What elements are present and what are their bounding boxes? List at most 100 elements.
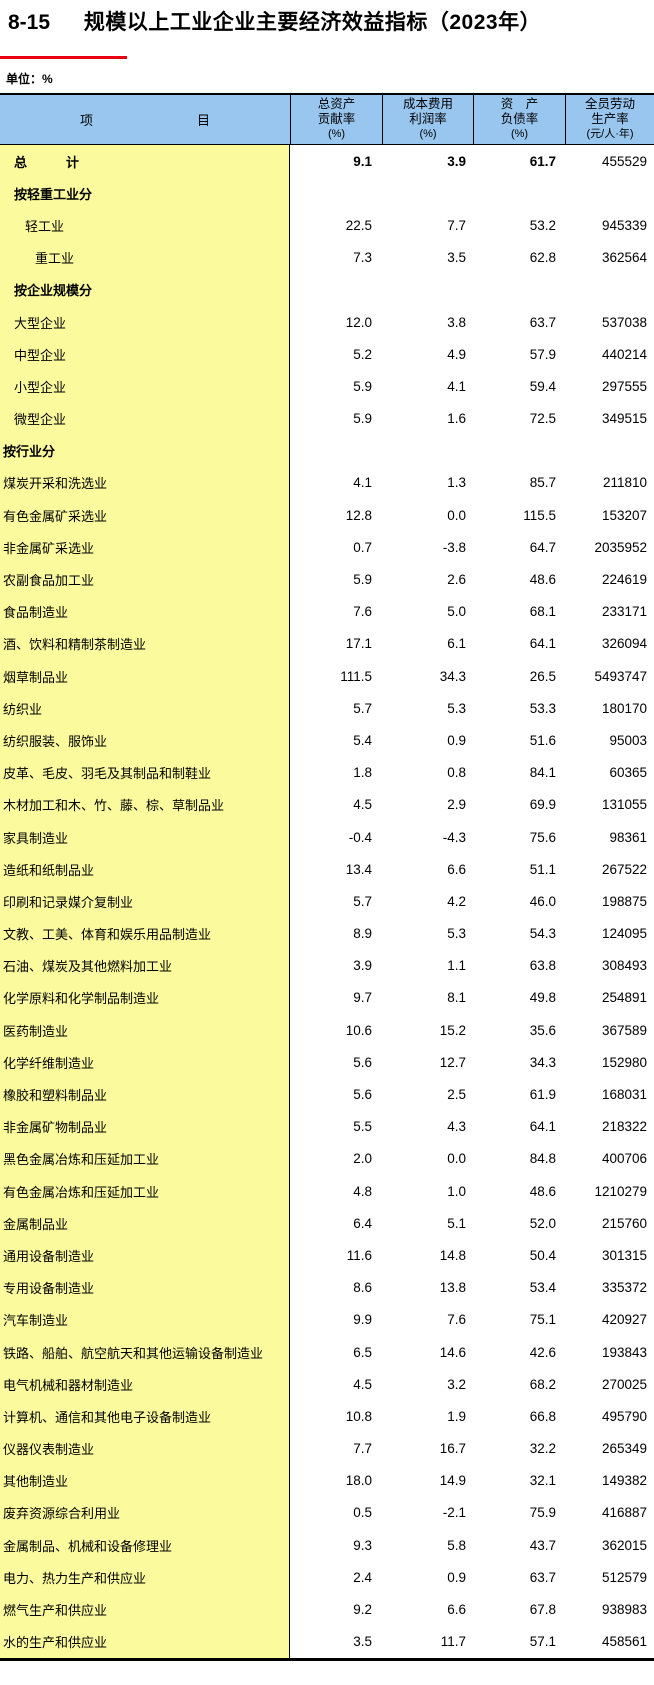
header-line: 负债率	[500, 112, 539, 126]
item-label: 水的生产和供应业	[3, 1635, 108, 1651]
value-cell: -2.1	[442, 1505, 466, 1521]
value-cell: 6.6	[447, 1602, 466, 1618]
item-cell: 通用设备制造业	[0, 1239, 290, 1272]
table-row: 非金属矿物制品业 5.5 4.3 64.1 218322	[0, 1110, 654, 1143]
item-cell: 黑色金属冶炼和压延加工业	[0, 1142, 290, 1175]
item-label: 大型企业	[14, 315, 67, 331]
item-label: 农副食品加工业	[3, 573, 95, 589]
item-label: 木材加工和木、竹、藤、棕、草制品业	[3, 798, 225, 814]
header-unit-line: (%)	[419, 128, 437, 140]
item-cell: 家具制造业	[0, 820, 290, 854]
value-cell: 50.4	[529, 1247, 556, 1263]
table-row: 轻工业 22.5 7.7 53.2 945339	[0, 209, 654, 242]
table-row: 电力、热力生产和供应业 2.4 0.9 63.7 512579	[0, 1561, 654, 1594]
item-cell: 化学纤维制造业	[0, 1046, 290, 1079]
item-cell: 石油、煤炭及其他燃料加工业	[0, 949, 290, 982]
item-label: 通用设备制造业	[3, 1248, 95, 1264]
table-row: 有色金属冶炼和压延加工业 4.8 1.0 48.6 1210279	[0, 1175, 654, 1208]
value-cell	[382, 177, 473, 209]
value-cell: 64.1	[529, 1119, 556, 1135]
item-cell: 纺织服装、服饰业	[0, 724, 290, 757]
item-label: 重工业	[35, 251, 75, 267]
item-cell: 总 计	[0, 145, 290, 178]
value-cell: 8.9	[353, 926, 372, 942]
item-cell: 重工业	[0, 241, 290, 274]
value-cell: 9.3	[353, 1537, 372, 1553]
value-cell: 149382	[601, 1473, 647, 1489]
item-label: 酒、饮料和精制茶制造业	[3, 637, 147, 653]
value-cell: 0.0	[447, 507, 466, 523]
value-cell: 4.1	[353, 475, 372, 491]
value-cell: 420927	[601, 1312, 647, 1328]
table-row: 纺织服装、服饰业 5.4 0.9 51.6 95003	[0, 724, 654, 757]
value-cell: 416887	[601, 1505, 647, 1521]
value-cell: 131055	[601, 797, 647, 813]
header-line: 总资产	[317, 97, 356, 111]
value-cell: 52.0	[529, 1215, 556, 1231]
header-line: 贡献率	[317, 112, 356, 126]
header-line: 生产率	[591, 112, 629, 126]
item-cell: 仪器仪表制造业	[0, 1432, 290, 1465]
header-unit-line: (元/人·年)	[586, 128, 634, 140]
value-cell: 9.9	[353, 1312, 372, 1328]
table-row: 中型企业 5.2 4.9 57.9 440214	[0, 338, 654, 371]
value-cell: 1.8	[353, 765, 372, 781]
table-row: 计算机、通信和其他电子设备制造业 10.8 1.9 66.8 495790	[0, 1400, 654, 1433]
value-cell: 35.6	[529, 1022, 556, 1038]
table-row: 酒、饮料和精制茶制造业 17.1 6.1 64.1 326094	[0, 627, 654, 660]
value-cell: 69.9	[529, 797, 556, 813]
value-cell: 11.7	[440, 1634, 466, 1650]
value-cell: 440214	[601, 346, 647, 362]
table-row: 按企业规模分	[0, 273, 654, 306]
item-label: 计算机、通信和其他电子设备制造业	[3, 1409, 212, 1425]
value-cell: 400706	[601, 1151, 647, 1167]
value-cell: 153207	[601, 507, 647, 523]
value-cell: 85.7	[529, 475, 556, 491]
value-cell: 75.9	[529, 1505, 556, 1521]
item-label: 小型企业	[14, 379, 67, 395]
item-label: 橡胶和塑料制品业	[3, 1088, 108, 1104]
item-cell: 有色金属矿采选业	[0, 499, 290, 532]
item-label: 化学纤维制造业	[3, 1055, 95, 1071]
value-cell: 43.7	[529, 1537, 556, 1553]
value-cell: 67.8	[529, 1602, 556, 1618]
item-cell: 电力、热力生产和供应业	[0, 1561, 290, 1594]
item-label: 电力、热力生产和供应业	[3, 1570, 147, 1586]
value-cell: 0.9	[447, 1569, 466, 1585]
value-cell: 5.9	[353, 378, 372, 394]
value-cell: 6.6	[447, 861, 466, 877]
table-row: 其他制造业 18.0 14.9 32.1 149382	[0, 1464, 654, 1497]
value-cell: 270025	[601, 1376, 647, 1392]
value-cell: 62.8	[529, 250, 556, 266]
value-cell: 2.6	[447, 572, 466, 588]
column-header-asset-liability-ratio: 资 产负债率 (%)	[473, 95, 565, 144]
value-cell: 5.5	[353, 1119, 372, 1135]
table-row: 造纸和纸制品业 13.4 6.6 51.1 267522	[0, 853, 654, 886]
item-label: 烟草制品业	[3, 669, 69, 685]
item-label: 石油、煤炭及其他燃料加工业	[3, 959, 173, 975]
value-cell: 84.8	[529, 1151, 556, 1167]
value-cell: 32.1	[529, 1473, 556, 1489]
value-cell: 254891	[601, 990, 647, 1006]
value-cell: 1.0	[447, 1183, 466, 1199]
item-cell: 按轻重工业分	[0, 177, 290, 210]
table-row: 大型企业 12.0 3.8 63.7 537038	[0, 305, 654, 339]
item-label: 按轻重工业分	[14, 186, 93, 202]
value-cell: 16.7	[439, 1441, 466, 1457]
value-cell: 53.3	[529, 700, 556, 716]
item-label: 非金属矿物制品业	[3, 1120, 108, 1136]
value-cell	[290, 274, 382, 306]
value-cell: 26.5	[529, 668, 556, 684]
value-cell: 18.0	[345, 1473, 372, 1489]
item-cell: 非金属矿采选业	[0, 531, 290, 564]
value-cell: 3.9	[353, 958, 372, 974]
value-cell: 68.1	[529, 604, 556, 620]
value-cell: 4.2	[447, 893, 466, 909]
page-title: 8-15 规模以上工业企业主要经济效益指标（2023年）	[8, 6, 541, 36]
value-cell: 48.6	[529, 1183, 556, 1199]
item-cell: 计算机、通信和其他电子设备制造业	[0, 1400, 290, 1433]
table-number: 8-15	[8, 11, 51, 34]
table-row: 燃气生产和供应业 9.2 6.6 67.8 938983	[0, 1593, 654, 1626]
item-label: 家具制造业	[3, 830, 69, 846]
table-row: 农副食品加工业 5.9 2.6 48.6 224619	[0, 563, 654, 596]
